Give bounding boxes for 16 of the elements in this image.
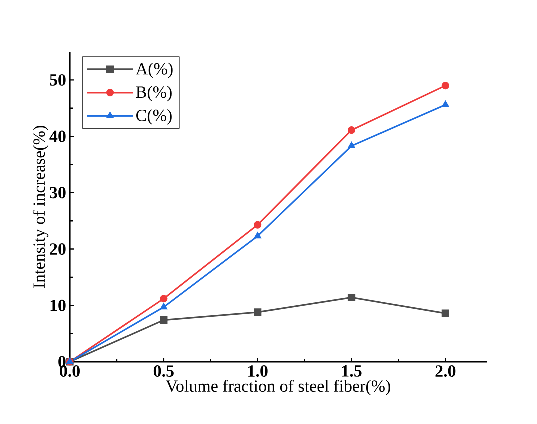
x-tick-label: 0.5: [154, 366, 174, 378]
x-tick-label: 0.0: [60, 366, 80, 378]
y-tick-label: 20: [50, 244, 66, 256]
y-tick-label: 30: [50, 187, 66, 199]
x-axis-title: Volume fraction of steel fiber(%): [166, 380, 390, 396]
y-tick-label: 0: [58, 356, 66, 368]
legend-label: A(%): [136, 62, 173, 78]
y-tick-label: 50: [50, 74, 66, 86]
legend-label: B(%): [136, 86, 172, 102]
y-axis-title: Intensity of increase(%): [32, 126, 49, 288]
y-tick-label: 10: [50, 300, 66, 312]
x-tick-label: 1.5: [342, 366, 362, 377]
legend-label: C(%): [136, 109, 172, 125]
y-tick-label: 40: [50, 130, 66, 142]
x-tick-label: 2.0: [436, 366, 456, 378]
x-tick-label: 1.0: [248, 366, 268, 378]
